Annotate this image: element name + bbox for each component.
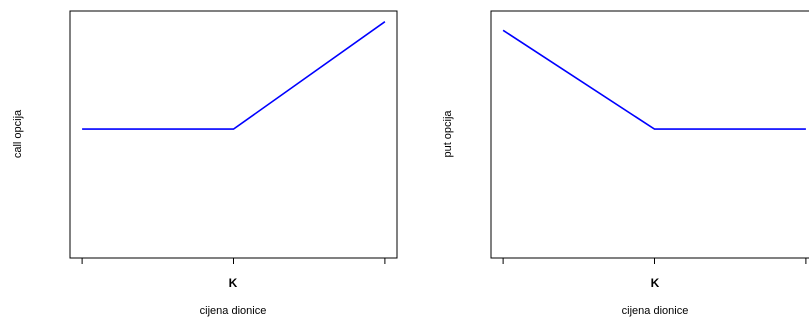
- x-axis-label: cijena dionice: [622, 305, 689, 317]
- series-line: [502, 29, 806, 130]
- x-axis-ticks: [81, 258, 386, 264]
- y-axis-label: put opcija: [442, 110, 454, 158]
- y-axis-label: call opcija: [12, 109, 24, 158]
- x-axis-ticks: [502, 258, 807, 264]
- tick-label-k: K: [651, 276, 660, 290]
- tick-label-k: K: [229, 276, 238, 290]
- call-option-panel: K cijena dionice call opcija: [12, 10, 398, 317]
- put-option-panel: K cijena dionice put opcija: [442, 10, 809, 317]
- series-line: [82, 21, 386, 130]
- x-axis-label: cijena dionice: [200, 305, 267, 317]
- plot-frame: [490, 10, 809, 259]
